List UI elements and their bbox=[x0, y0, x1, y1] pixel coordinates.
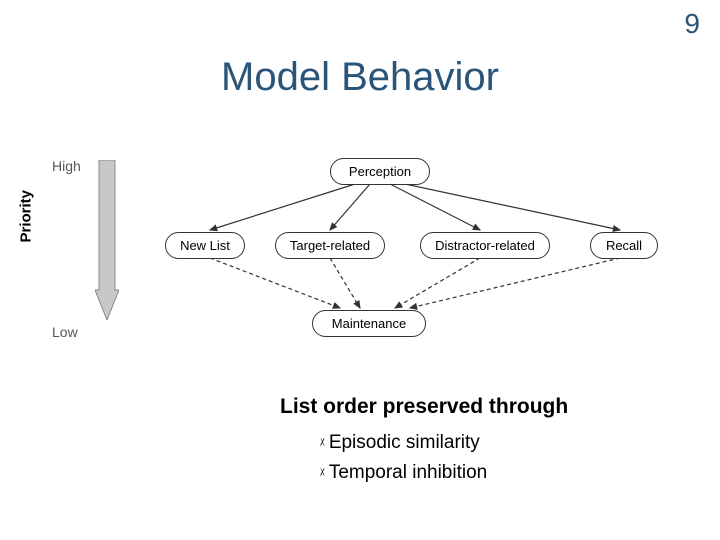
subtitle: List order preserved through bbox=[280, 395, 568, 419]
bullet-1: ᵡ Episodic similarity bbox=[320, 432, 480, 454]
bullet-icon: ᵡ bbox=[320, 433, 325, 453]
node-maintenance: Maintenance bbox=[312, 310, 426, 337]
slide-title: Model Behavior bbox=[0, 55, 720, 100]
node-recall: Recall bbox=[590, 232, 658, 259]
node-distractor-related: Distractor-related bbox=[420, 232, 550, 259]
diagram-area: High Low Priority Perception New List Ta… bbox=[0, 140, 720, 370]
bullet-2-text: Temporal inhibition bbox=[329, 462, 487, 484]
node-perception: Perception bbox=[330, 158, 430, 185]
page-number: 9 bbox=[684, 8, 700, 40]
bullet-2: ᵡ Temporal inhibition bbox=[320, 462, 487, 484]
node-new-list: New List bbox=[165, 232, 245, 259]
node-target-related: Target-related bbox=[275, 232, 385, 259]
bullet-icon: ᵡ bbox=[320, 463, 325, 483]
bullet-1-text: Episodic similarity bbox=[329, 432, 480, 454]
